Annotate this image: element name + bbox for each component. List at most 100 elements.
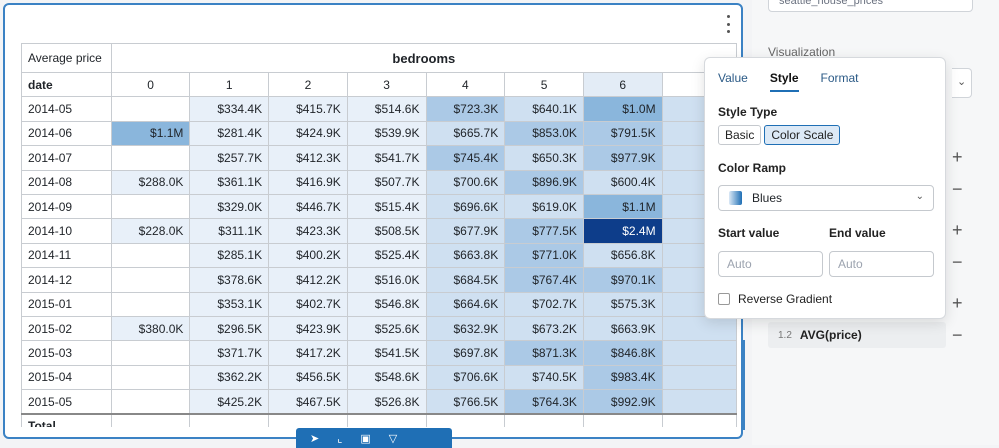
add-icon[interactable]: + [952,220,963,240]
color-ramp-swatch-icon [729,191,742,205]
datasource-select[interactable]: seattle_house_prices [768,0,973,12]
table-cell: $515.4K [346,193,427,220]
pointer-icon[interactable]: ➤ [310,433,320,445]
table-cell: $700.6K [425,169,506,195]
table-cell [661,315,737,342]
start-value-label: Start value [718,226,780,240]
chart-icon[interactable]: ⌞ [337,433,343,445]
basic-button[interactable]: Basic [718,125,762,145]
table-cell: $977.9K [582,145,663,171]
popover-tabs: Value Style Format [718,71,859,92]
table-cell: $896.9K [504,169,584,195]
table-cell [346,412,427,427]
remove-icon[interactable]: − [952,252,963,272]
table-cell: $371.7K [189,340,270,366]
table-cell: $288.0K [110,169,191,195]
table-cell: $766.5K [425,389,506,415]
style-type-label: Style Type [718,105,778,119]
color-ramp-select[interactable]: Blues ⌄ [718,185,934,211]
remove-icon[interactable]: − [952,325,963,345]
start-value-input[interactable] [718,251,823,277]
color-scale-button[interactable]: Color Scale [764,125,841,145]
checkbox-icon [718,293,730,305]
tab-format[interactable]: Format [820,71,859,85]
remove-icon[interactable]: − [952,179,963,199]
table-row: 2014-05 $334.4K $415.7K $514.6K $723.3K $640.… [21,96,737,122]
table-cell: $416.9K [268,169,348,195]
table-cell: $664.6K [425,291,506,317]
table-cell [110,145,191,171]
row-header: 2014-12 [21,267,112,293]
table-row: 2015-04 $362.2K $456.5K $548.6K $706.6K $740.… [21,364,737,391]
table-cell: $281.4K [189,120,270,147]
add-icon[interactable]: + [952,293,963,313]
table-cell [189,412,270,427]
tab-value[interactable]: Value [718,71,748,85]
row-header: 2015-02 [21,315,112,342]
table-cell: $334.4K [189,96,270,122]
table-cell [425,412,506,427]
measure-pill[interactable]: 1.2 AVG(price) [768,322,946,348]
table-cell: $697.8K [425,340,506,366]
column-header[interactable]: 5 [504,71,584,98]
table-cell: $548.6K [346,364,427,391]
visualization-label: Visualization [768,45,836,59]
vertical-scrollbar[interactable] [742,340,745,430]
table-row: 2015-02 $380.0K $296.5K $423.9K $525.6K $632.… [21,315,737,342]
table-cell: $400.2K [268,242,348,269]
table-cell: $764.3K [504,389,584,415]
column-group-header: bedrooms [110,43,737,73]
table-cell: $771.0K [504,242,584,269]
table-cell: $514.6K [346,96,427,122]
measure-type-badge: 1.2 [778,329,792,341]
table-cell: $2.4M [582,218,663,244]
chevron-down-icon: ⌄ [915,191,924,202]
table-cell: $706.6K [425,364,506,391]
table-cell: $656.8K [582,242,663,269]
more-options-icon[interactable] [722,15,734,33]
table-cell [504,412,584,427]
end-value-input[interactable] [829,251,934,277]
table-cell [110,389,191,415]
table-cell: $696.6K [425,193,506,220]
table-cell [110,242,191,269]
table-cell: $526.8K [346,389,427,415]
table-cell: $228.0K [110,218,191,244]
table-row: 2014-08 $288.0K $361.1K $416.9K $507.7K $700.… [21,169,737,195]
filter-icon[interactable]: ▽ [388,433,398,445]
table-cell: $539.9K [346,120,427,147]
column-header[interactable]: 6 [582,71,663,98]
tab-style[interactable]: Style [769,71,799,92]
column-header[interactable]: 1 [189,71,270,98]
table-cell [110,96,191,122]
visualization-select[interactable] [952,68,972,98]
table-cell: $311.1K [189,218,270,244]
table-cell [661,364,737,391]
table-cell: $846.8K [582,340,663,366]
table-cell: $423.3K [268,218,348,244]
reverse-gradient-checkbox[interactable]: Reverse Gradient [718,292,832,306]
column-header[interactable]: 2 [268,71,348,98]
table-cell: $853.0K [504,120,584,147]
table-cell: $663.9K [582,315,663,342]
column-header[interactable]: 0 [110,71,191,98]
table-cell: $619.0K [504,193,584,220]
table-cell: $425.2K [189,389,270,415]
table-cell: $640.1K [504,96,584,122]
table-cell [110,412,191,427]
table-cell: $1.0M [582,96,663,122]
table-cell [110,340,191,366]
row-header: 2014-10 [21,218,112,244]
table-cell [110,193,191,220]
table-cell: $677.9K [425,218,506,244]
table-row: 2014-07 $257.7K $412.3K $541.7K $745.4K $650.… [21,145,737,171]
column-header[interactable]: 4 [425,71,506,98]
table-cell [110,267,191,293]
add-icon[interactable]: + [952,147,963,167]
table-icon[interactable]: ▣ [360,433,371,445]
table-cell: $467.5K [268,389,348,415]
column-header[interactable]: 3 [346,71,427,98]
table-cell: $362.2K [189,364,270,391]
table-row: 2014-06 $1.1M $281.4K $424.9K $539.9K $665.7K… [21,120,737,147]
